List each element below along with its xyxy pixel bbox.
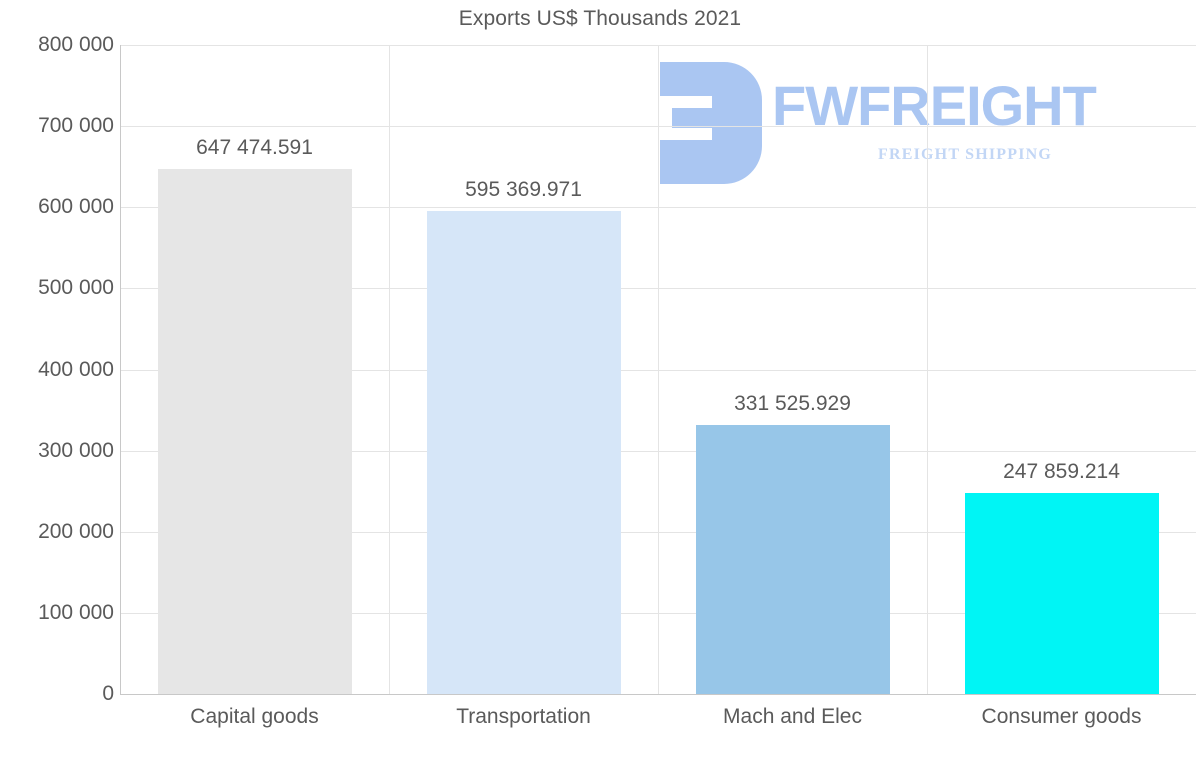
- y-axis-tick-label: 700 000: [38, 114, 114, 138]
- y-axis-tick-label: 300 000: [38, 438, 114, 462]
- gridline-vertical: [658, 45, 659, 694]
- y-axis-line: [120, 45, 121, 695]
- x-axis-tick-label: Transportation: [456, 705, 591, 728]
- gridline-vertical: [389, 45, 390, 694]
- bar[interactable]: [696, 425, 890, 694]
- chart-title: Exports US$ Thousands 2021: [458, 7, 742, 30]
- x-axis-tick-label: Capital goods: [190, 705, 319, 728]
- y-axis-tick-label: 200 000: [38, 519, 114, 543]
- bar-value-label: 595 369.971: [465, 178, 582, 201]
- bar-value-label: 247 859.214: [1003, 459, 1120, 483]
- y-axis-tick-label: 400 000: [38, 357, 114, 381]
- y-axis-tick-label: 0: [102, 682, 114, 705]
- bar[interactable]: [427, 211, 621, 694]
- y-axis-tick-label: 800 000: [38, 33, 114, 56]
- gridline-vertical: [927, 45, 928, 694]
- x-axis-line: [120, 694, 1196, 695]
- x-axis-tick-label: Consumer goods: [981, 705, 1142, 728]
- bar[interactable]: [965, 492, 1159, 694]
- y-axis-tick-label: 500 000: [38, 276, 114, 300]
- x-axis-tick-label: Mach and Elec: [723, 705, 862, 728]
- bar-value-label: 647 474.591: [196, 135, 313, 159]
- y-axis-tick-label: 600 000: [38, 195, 114, 219]
- bar-value-label: 331 525.929: [734, 392, 851, 416]
- plot-area: [120, 45, 1196, 695]
- y-axis-tick-label: 100 000: [38, 600, 114, 624]
- bar[interactable]: [158, 168, 352, 694]
